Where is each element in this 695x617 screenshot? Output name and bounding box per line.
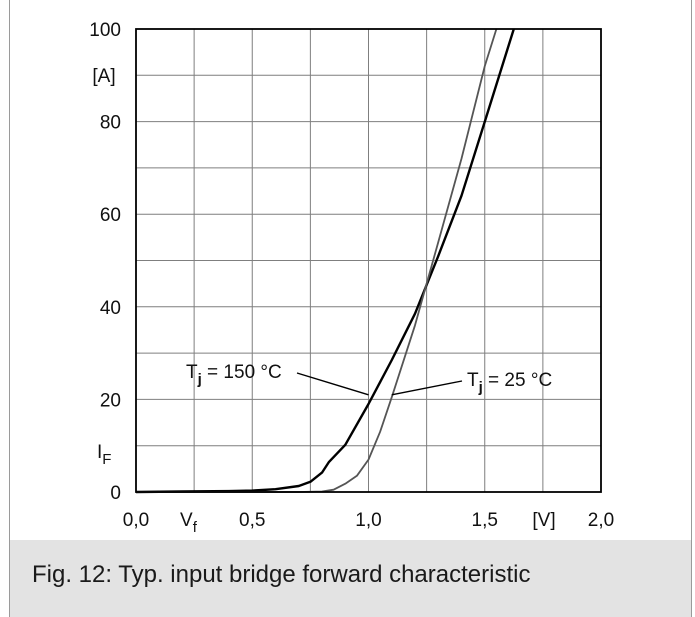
tick-labels: 0,0 0,5 1,0 1,5 2,0 0 20 40 60 80 100 <box>89 20 614 531</box>
series-label: Tj = 25 °C <box>467 370 552 396</box>
series-label-rest: = 150 °C <box>202 362 282 383</box>
caption-band <box>10 540 691 617</box>
annotations: Tj = 150 °C Tj = 25 °C <box>186 362 552 396</box>
series-label-main: T <box>467 370 479 391</box>
y-tick-label: 100 <box>89 20 121 41</box>
series-label-main: T <box>186 362 198 383</box>
annotation-leader-line <box>391 380 463 396</box>
y-axis-label-sub: F <box>102 451 111 468</box>
x-unit-label: [V] <box>532 510 555 531</box>
series-label: Tj = 150 °C <box>186 362 282 388</box>
y-tick-label: 40 <box>100 298 121 319</box>
plot-area-border <box>135 28 602 493</box>
y-tick-label: 80 <box>100 113 121 134</box>
x-axis-label-sub: f <box>193 519 198 536</box>
grid-lines <box>136 29 601 492</box>
y-tick-label: 20 <box>100 390 121 411</box>
series-line-tj-150 <box>135 28 515 494</box>
figure-frame <box>9 0 692 617</box>
x-axis-label: Vf <box>180 510 198 536</box>
y-tick-label: 0 <box>110 483 121 504</box>
y-axis-label-main: I <box>97 442 102 463</box>
y-unit-label: [A] <box>92 66 115 87</box>
series-label-sub: j <box>478 379 483 396</box>
x-tick-label: 0,5 <box>239 510 265 531</box>
x-tick-label: 1,0 <box>355 510 381 531</box>
series-label-sub: j <box>197 371 202 388</box>
series-label-rest: = 25 °C <box>483 370 552 391</box>
x-tick-label: 2,0 <box>588 510 614 531</box>
x-tick-label: 1,5 <box>472 510 498 531</box>
x-tick-label: 0,0 <box>123 510 149 531</box>
x-axis-label-main: V <box>180 510 193 531</box>
y-axis-label: IF <box>97 442 111 468</box>
figure-caption: Fig. 12: Typ. input bridge forward chara… <box>32 561 531 588</box>
y-tick-label: 60 <box>100 205 121 226</box>
annotation-leader-line <box>296 372 369 396</box>
